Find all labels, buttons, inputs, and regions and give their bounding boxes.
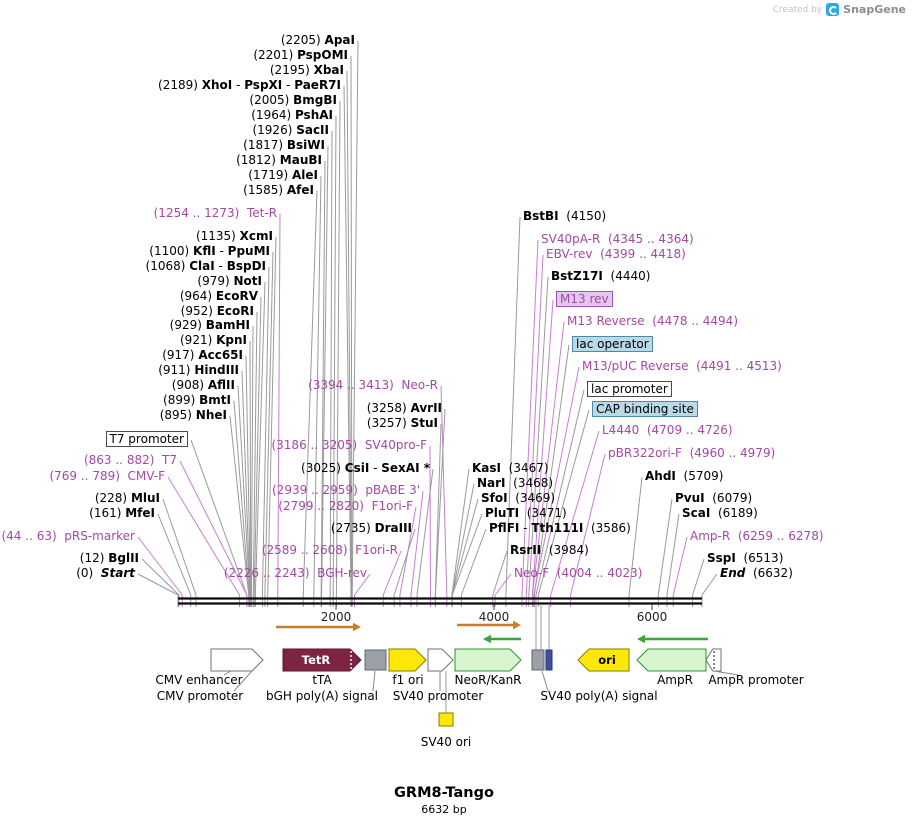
leader-line-BstZ17I bbox=[528, 276, 549, 596]
leader-line-ApaI bbox=[351, 40, 359, 596]
leader-line-SspI bbox=[692, 558, 705, 596]
caption-connector bbox=[233, 670, 253, 692]
leader-line-XcmI bbox=[267, 236, 277, 596]
leader-line-Neo-R bbox=[440, 385, 448, 596]
leader-line-M13-Reverse bbox=[531, 321, 565, 596]
leader-line-PflFI-Tth111I bbox=[460, 528, 487, 596]
leader-line-AfeI bbox=[302, 190, 318, 596]
leader-line-AvrII bbox=[434, 408, 446, 596]
leader-line-PluTI bbox=[451, 513, 483, 596]
leader-line-KflI-PpuMI bbox=[264, 251, 274, 596]
leader-line-PvuI bbox=[657, 498, 673, 596]
feature-f1-ori bbox=[388, 648, 427, 672]
leader-line-BmgBI bbox=[335, 100, 341, 596]
feature-sv40-polyA-gray bbox=[531, 649, 545, 671]
credit: Created by SnapGene bbox=[773, 3, 906, 16]
leader-line-BsiWI bbox=[321, 145, 329, 596]
orf-arrow-neoR-head bbox=[513, 620, 521, 630]
leader-line-ScaI bbox=[666, 513, 680, 596]
leader-line-Acc65I bbox=[245, 355, 251, 596]
leader-line-M13-pUC-Reverse bbox=[533, 366, 580, 596]
leader-line-Amp-R bbox=[672, 536, 688, 596]
leader-line-MluI bbox=[162, 498, 197, 596]
leader-line-BamHI bbox=[250, 325, 254, 596]
caption-connector bbox=[541, 670, 549, 692]
leader-line-BmtI bbox=[233, 400, 250, 596]
leader-line-HindIII bbox=[241, 370, 251, 596]
leader-line-BglII bbox=[141, 558, 180, 596]
credit-brand-text: SnapGene bbox=[843, 3, 906, 16]
leader-line-PshAI bbox=[332, 115, 337, 596]
plasmid-length: 6632 bp bbox=[421, 803, 467, 816]
leader-line-NheI bbox=[229, 415, 250, 596]
caption-connector bbox=[713, 670, 739, 676]
feature-sv40-promoter bbox=[427, 648, 454, 672]
leader-line-ClaI-BspDI bbox=[261, 266, 270, 596]
leader-line-MauBI bbox=[320, 160, 326, 596]
leader-line-AhdI bbox=[628, 476, 643, 596]
leader-line-DraIII bbox=[393, 528, 416, 596]
leader-line-Neo-F bbox=[494, 573, 512, 596]
leader-line-Start bbox=[137, 573, 179, 596]
feature-neoR-kanR bbox=[454, 648, 522, 672]
leader-line-MfeI bbox=[157, 513, 192, 596]
orf-arrow-rev-mid-head bbox=[483, 634, 491, 644]
leader-line-EcoRI bbox=[252, 311, 258, 596]
leader-line-EcoRV bbox=[253, 296, 262, 596]
leader-line-KasI bbox=[451, 468, 470, 596]
leader-line-NotI bbox=[254, 281, 266, 596]
leader-line-PspOMI bbox=[350, 55, 353, 596]
leader-line-BstBI bbox=[505, 216, 521, 596]
leader-line-pBABE-3prime bbox=[410, 490, 424, 596]
snapgene-logo-icon bbox=[826, 3, 840, 16]
leader-line-XbaI bbox=[346, 70, 352, 596]
leader-line-pRS-marker bbox=[137, 536, 183, 596]
leader-line-SV40pA-R bbox=[521, 239, 539, 596]
leader-line-StuI bbox=[434, 423, 442, 596]
leader-line-M13-rev bbox=[531, 299, 554, 596]
leader-line-CMV-F bbox=[167, 476, 240, 596]
feature-sv40-polyA-blue bbox=[545, 649, 553, 671]
leader-line-RsrII bbox=[492, 550, 508, 596]
credit-prefix-text: Created by bbox=[772, 4, 823, 15]
leader-line-BGH-rev bbox=[354, 573, 371, 596]
leader-line-pBR322ori-F bbox=[570, 453, 606, 596]
leader-line-lac-promoter bbox=[535, 389, 585, 596]
feature-bgh-polyA-signal bbox=[364, 649, 387, 671]
leader-line-SfoI bbox=[451, 498, 479, 596]
leader-line-AflII bbox=[237, 385, 251, 596]
orf-arrow-ampR-head bbox=[637, 634, 645, 644]
caption-connector bbox=[372, 670, 376, 692]
feature-sv40-ori bbox=[438, 712, 454, 727]
leader-line-KpnI bbox=[249, 340, 252, 596]
leader-line-EBV-rev bbox=[525, 254, 544, 596]
feature-cmv-enhancer-promoter bbox=[210, 648, 264, 672]
leader-line-End bbox=[701, 573, 718, 596]
leader-line-T7-promoter bbox=[190, 439, 248, 596]
leader-line-lac-operator bbox=[533, 344, 570, 596]
leader-line-SacII bbox=[329, 130, 333, 596]
plasmid-title: GRM8-Tango bbox=[394, 785, 494, 801]
leader-line-L4440 bbox=[550, 430, 600, 596]
leader-line-CsiI-SexAI bbox=[416, 468, 434, 596]
leader-line-NarI bbox=[451, 483, 475, 596]
leader-line-CAP-binding-site bbox=[537, 409, 590, 596]
caption-connector bbox=[223, 670, 232, 676]
leader-line-AleI bbox=[313, 175, 322, 596]
leader-line-F1ori-R bbox=[382, 550, 402, 596]
leader-line-XhoI-PspXI-PaeR7I bbox=[343, 85, 352, 596]
feature-ampR bbox=[636, 648, 707, 672]
leader-line-T7 bbox=[179, 460, 248, 596]
feature-ori bbox=[577, 648, 630, 672]
orf-arrow-tta-head bbox=[353, 622, 361, 632]
leader-line-Tet-R bbox=[277, 213, 281, 596]
feature-tta-tetR bbox=[282, 648, 362, 672]
